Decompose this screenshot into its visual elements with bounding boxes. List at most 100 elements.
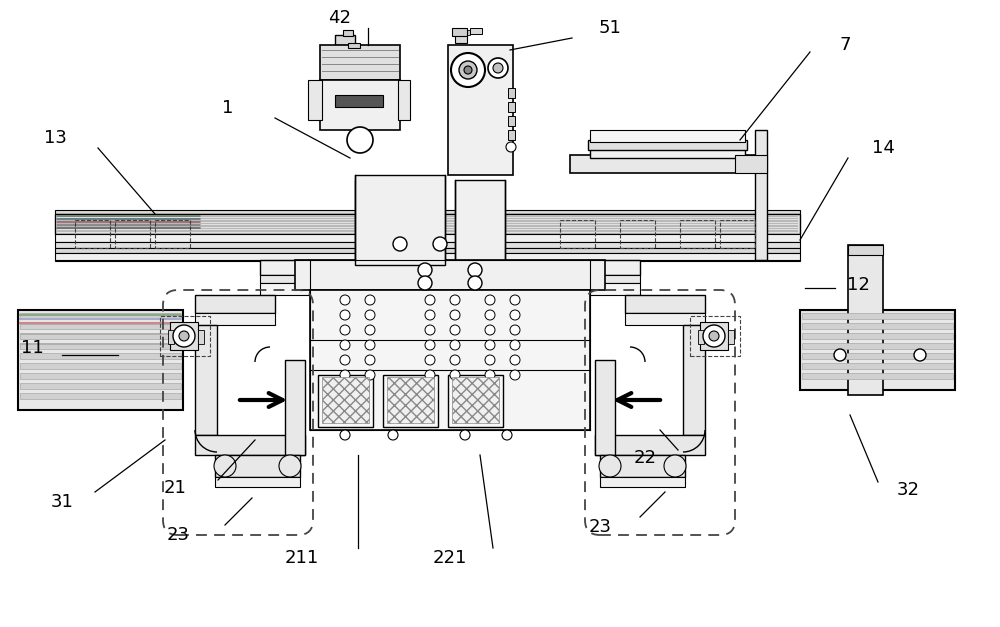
Circle shape — [388, 430, 398, 440]
Bar — [260, 260, 640, 275]
Circle shape — [599, 455, 621, 477]
Bar — [470, 28, 482, 34]
Bar — [508, 116, 515, 126]
Bar — [57, 230, 798, 231]
Bar — [20, 333, 181, 335]
Text: 221: 221 — [433, 549, 467, 567]
Bar — [848, 245, 883, 395]
Circle shape — [340, 310, 350, 320]
Bar — [802, 373, 953, 379]
Bar — [355, 180, 410, 260]
Text: 51: 51 — [599, 19, 621, 37]
Circle shape — [425, 295, 435, 305]
Circle shape — [451, 53, 485, 87]
Bar — [20, 353, 181, 359]
Text: 23: 23 — [588, 518, 612, 536]
Bar — [310, 290, 590, 430]
Bar — [57, 215, 798, 216]
Circle shape — [340, 370, 350, 380]
Circle shape — [485, 370, 495, 380]
Bar — [195, 295, 275, 313]
Circle shape — [510, 325, 520, 335]
Circle shape — [425, 370, 435, 380]
Circle shape — [450, 295, 460, 305]
Bar — [590, 148, 745, 158]
Bar — [20, 383, 181, 389]
Bar — [195, 435, 305, 455]
Bar — [170, 322, 198, 350]
Circle shape — [468, 263, 482, 277]
Bar — [57, 223, 798, 224]
Circle shape — [493, 63, 503, 73]
Bar — [462, 30, 470, 35]
Text: 11: 11 — [21, 339, 43, 357]
Bar — [508, 88, 515, 98]
Bar — [20, 323, 181, 325]
Bar — [455, 35, 467, 43]
Bar — [57, 228, 798, 229]
Bar — [620, 220, 655, 248]
Bar — [55, 248, 800, 253]
Circle shape — [279, 455, 301, 477]
Circle shape — [340, 325, 350, 335]
Bar — [75, 220, 110, 248]
Bar — [802, 343, 953, 349]
Circle shape — [485, 325, 495, 335]
Circle shape — [510, 295, 520, 305]
Bar — [355, 175, 445, 265]
Circle shape — [365, 370, 375, 380]
Bar — [600, 455, 685, 477]
Bar — [115, 220, 150, 248]
Bar — [728, 330, 734, 344]
Bar — [215, 455, 300, 477]
Circle shape — [485, 310, 495, 320]
Text: 21: 21 — [164, 479, 186, 497]
Bar — [570, 155, 765, 173]
Bar — [20, 343, 181, 345]
Bar — [57, 225, 798, 226]
Bar — [320, 80, 400, 130]
Bar — [57, 218, 798, 219]
Text: 31: 31 — [51, 493, 73, 511]
Bar — [802, 353, 953, 359]
Bar — [802, 333, 953, 339]
Bar — [802, 313, 953, 319]
Bar — [198, 330, 204, 344]
Circle shape — [340, 355, 350, 365]
Bar — [848, 245, 883, 255]
Bar — [20, 363, 181, 369]
Bar — [195, 325, 217, 435]
Circle shape — [485, 355, 495, 365]
Bar — [160, 316, 210, 356]
Bar — [398, 80, 410, 120]
Circle shape — [173, 325, 195, 347]
Text: 14: 14 — [872, 139, 894, 157]
Bar — [55, 214, 800, 234]
Circle shape — [340, 295, 350, 305]
Circle shape — [459, 61, 477, 79]
Bar — [448, 375, 503, 427]
Bar — [683, 325, 705, 435]
Circle shape — [450, 355, 460, 365]
Circle shape — [214, 455, 236, 477]
Bar — [285, 360, 305, 455]
Circle shape — [425, 310, 435, 320]
Text: 22: 22 — [634, 449, 656, 467]
Bar — [560, 220, 595, 248]
Circle shape — [393, 237, 407, 251]
Circle shape — [510, 370, 520, 380]
Bar — [595, 435, 705, 455]
Text: 211: 211 — [285, 549, 319, 567]
Circle shape — [425, 340, 435, 350]
Text: 12: 12 — [847, 276, 869, 294]
Bar — [452, 28, 467, 36]
Bar — [335, 95, 383, 107]
Bar — [320, 45, 400, 80]
Circle shape — [510, 355, 520, 365]
Circle shape — [425, 355, 435, 365]
Circle shape — [485, 340, 495, 350]
Bar — [20, 393, 181, 399]
Circle shape — [450, 325, 460, 335]
Circle shape — [365, 310, 375, 320]
Bar — [195, 313, 275, 325]
